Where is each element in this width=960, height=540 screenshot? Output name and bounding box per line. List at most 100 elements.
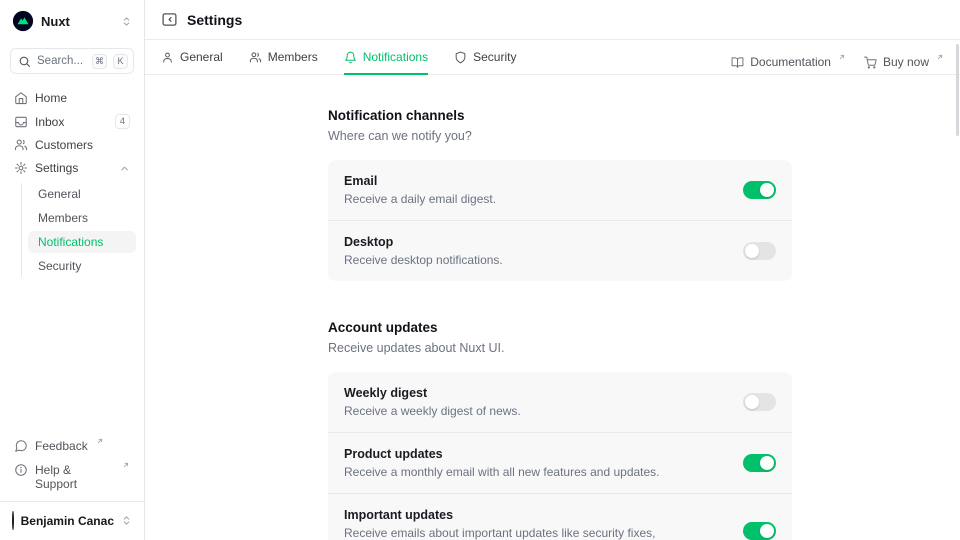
users-icon xyxy=(249,51,262,64)
inbox-icon xyxy=(14,115,28,129)
gear-icon xyxy=(14,161,28,175)
buy-now-label: Buy now xyxy=(882,54,929,69)
section-title: Account updates xyxy=(328,320,438,335)
sidebar-item-label: Home xyxy=(35,91,68,105)
kbd-cmd: ⌘ xyxy=(92,53,107,69)
external-link-icon xyxy=(838,53,846,61)
avatar xyxy=(12,511,14,530)
chevron-up-down-icon xyxy=(121,515,132,526)
section-account-updates: Account updates Receive updates about Nu… xyxy=(328,320,792,540)
setting-description: Receive emails about important updates l… xyxy=(344,526,656,540)
weekly-digest-toggle[interactable] xyxy=(743,393,776,411)
setting-row-important-updates: Important updates Receive emails about i… xyxy=(328,493,792,540)
sidebar-item-settings[interactable]: Settings xyxy=(8,158,136,178)
chevron-up-down-icon xyxy=(121,16,132,27)
product-updates-toggle[interactable] xyxy=(743,454,776,472)
sidebar-item-home[interactable]: Home xyxy=(8,88,136,108)
tab-general[interactable]: General xyxy=(161,40,223,74)
settings-submenu: General Members Notifications Security xyxy=(21,183,136,277)
workspace-name: Nuxt xyxy=(41,13,70,29)
sidebar: Nuxt Search... ⌘ K Home Inbox 4 xyxy=(0,0,145,540)
tab-security[interactable]: Security xyxy=(454,40,516,74)
feedback-link[interactable]: Feedback xyxy=(8,435,136,457)
setting-label: Weekly digest xyxy=(344,386,428,400)
tab-label: Security xyxy=(473,50,517,64)
home-icon xyxy=(14,91,28,105)
settings-card: Email Receive a daily email digest. Desk… xyxy=(328,160,792,281)
setting-label: Product updates xyxy=(344,447,443,461)
setting-row-product-updates: Product updates Receive a monthly email … xyxy=(328,432,792,493)
tab-label: General xyxy=(180,50,223,64)
desktop-toggle[interactable] xyxy=(743,242,776,260)
tab-bar: General Members Notifications Security xyxy=(145,40,960,75)
external-link-icon xyxy=(936,53,944,61)
important-updates-toggle[interactable] xyxy=(743,522,776,540)
email-toggle[interactable] xyxy=(743,181,776,199)
sidebar-subitem-general[interactable]: General xyxy=(38,187,81,201)
sidebar-nav: Home Inbox 4 Customers Settings Genera xyxy=(8,88,136,277)
buy-now-link[interactable]: Buy now xyxy=(864,46,944,69)
user-icon xyxy=(161,51,174,64)
page-header: Settings xyxy=(145,0,960,40)
setting-row-desktop: Desktop Receive desktop notifications. xyxy=(328,220,792,281)
search-icon xyxy=(18,55,31,68)
sidebar-item-inbox[interactable]: Inbox 4 xyxy=(8,111,136,132)
sidebar-subitem-members[interactable]: Members xyxy=(38,211,89,225)
setting-description: Receive a daily email digest. xyxy=(344,192,497,206)
workspace-switcher[interactable]: Nuxt xyxy=(12,10,132,32)
shield-icon xyxy=(454,51,467,64)
user-name: Benjamin Canac xyxy=(20,513,114,528)
tab-members[interactable]: Members xyxy=(249,40,318,74)
setting-label: Important updates xyxy=(344,508,454,522)
setting-description: Receive a monthly email with all new fea… xyxy=(344,465,660,479)
settings-card: Weekly digest Receive a weekly digest of… xyxy=(328,372,792,540)
sidebar-subitem-notifications[interactable]: Notifications xyxy=(28,231,136,253)
sidebar-item-label: Inbox xyxy=(35,114,65,129)
scrollbar[interactable] xyxy=(956,44,959,136)
user-menu[interactable]: Benjamin Canac xyxy=(0,501,144,532)
setting-row-email: Email Receive a daily email digest. xyxy=(328,160,792,220)
cart-icon xyxy=(864,56,877,69)
help-support-link[interactable]: Help & Support xyxy=(8,459,136,495)
help-support-label: Help & Support xyxy=(35,463,78,491)
setting-row-weekly-digest: Weekly digest Receive a weekly digest of… xyxy=(328,372,792,432)
toggle-knob xyxy=(760,183,774,197)
setting-label: Desktop xyxy=(344,235,394,249)
book-icon xyxy=(731,56,744,69)
setting-description: Receive desktop notifications. xyxy=(344,253,503,267)
setting-description: Receive a weekly digest of news. xyxy=(344,404,521,418)
sidebar-subitem-security[interactable]: Security xyxy=(38,259,82,273)
inbox-count-badge: 4 xyxy=(114,114,130,129)
toggle-knob xyxy=(760,524,774,538)
sidebar-footer-links: Feedback Help & Support xyxy=(8,435,136,495)
main-panel: Settings General Members Notifications xyxy=(145,0,960,540)
documentation-link[interactable]: Documentation xyxy=(731,46,846,69)
section-title: Notification channels xyxy=(328,108,465,123)
sidebar-item-label: Customers xyxy=(35,138,94,152)
nuxt-logo-icon xyxy=(12,10,34,32)
documentation-label: Documentation xyxy=(750,54,831,69)
collapse-sidebar-icon[interactable] xyxy=(161,11,178,28)
toggle-knob xyxy=(745,244,759,258)
external-link-icon xyxy=(96,437,104,445)
info-circle-icon xyxy=(14,463,28,477)
external-link-icon xyxy=(122,461,130,469)
section-description: Where can we notify you? xyxy=(328,129,472,143)
toggle-knob xyxy=(745,395,759,409)
users-icon xyxy=(14,138,28,152)
search-input[interactable]: Search... ⌘ K xyxy=(10,48,134,74)
kbd-k: K xyxy=(113,53,128,69)
chat-bubble-icon xyxy=(14,439,28,453)
tab-label: Members xyxy=(267,50,318,64)
tab-label: Notifications xyxy=(362,50,429,64)
settings-content: Notification channels Where can we notif… xyxy=(145,75,960,540)
section-description: Receive updates about Nuxt UI. xyxy=(328,341,505,355)
tab-notifications[interactable]: Notifications xyxy=(343,40,429,75)
feedback-label: Feedback xyxy=(35,439,88,453)
setting-label: Email xyxy=(344,174,378,188)
chevron-up-icon xyxy=(119,163,130,174)
page-title: Settings xyxy=(187,11,243,28)
toggle-knob xyxy=(760,456,774,470)
search-placeholder: Search... xyxy=(37,55,84,67)
sidebar-item-customers[interactable]: Customers xyxy=(8,135,136,155)
